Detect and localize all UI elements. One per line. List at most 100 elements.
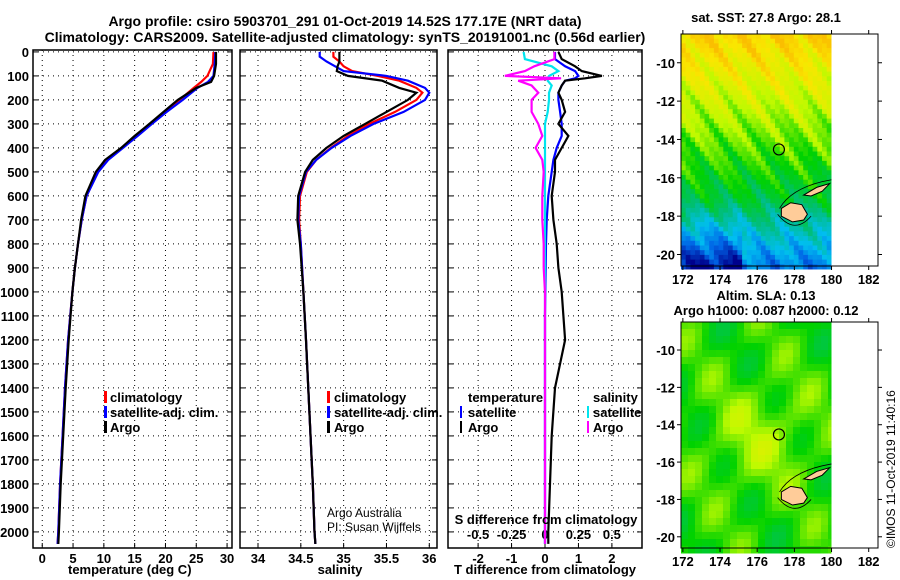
map-cell [685,52,691,58]
map-cell [812,222,818,228]
map-cell [728,48,734,54]
map-cell [803,62,809,68]
map-cell [765,137,771,143]
map-cell [709,448,717,456]
reef-contour [777,463,832,509]
map-cell [775,52,781,58]
map-cell [702,441,710,449]
map-cell [812,165,818,171]
map-cell [821,413,829,421]
map-cell [709,90,715,96]
map-cell [828,385,832,393]
map-cell [695,226,701,232]
map-cell [709,504,717,512]
map-cell [765,364,773,372]
map-cell [681,95,687,101]
map-cell [728,90,734,96]
map-cell [814,322,822,330]
map-cell [746,76,752,82]
map-cell [789,146,795,152]
map-cell [793,109,799,115]
map-cell [779,469,787,477]
map-cell [826,151,832,157]
map-cell [681,329,689,337]
map-cell [716,497,724,505]
map-cell [688,448,696,456]
map-cell [695,406,703,414]
map-cell [793,123,799,129]
map-cell [718,207,724,214]
map-cell [699,132,705,138]
map-cell [798,222,804,228]
map-cell [690,160,696,167]
map-cell [758,357,766,365]
x-tick-label: 1 [575,551,582,566]
map-cell [765,62,771,68]
map-cell [751,34,757,40]
map-cell [803,43,809,49]
map-cell [695,399,703,407]
map-cell [723,81,729,87]
map-cell [789,179,795,185]
map-cell [681,62,687,68]
map-cell [779,539,787,547]
map-cell [765,104,771,110]
map-cell [751,128,757,134]
x-tick-label: 2 [608,551,615,566]
map-cell [737,226,743,232]
map-cell [685,198,691,204]
map-cell [718,175,724,181]
map-cell [744,448,752,456]
map-cell [704,48,710,54]
map-cell [751,43,757,49]
map-cell [765,128,771,134]
map-cell [770,259,776,265]
map-cell [737,142,743,148]
map-cell [751,245,757,251]
map-cell [822,245,828,251]
map-cell [756,76,762,82]
map-cell [765,385,773,393]
map-cell [772,441,780,449]
map-cell [800,413,808,421]
map-cell [770,71,776,77]
y-tick-label: 400 [7,141,29,156]
map-cell [718,217,724,223]
map-cell [699,245,705,251]
y-tick-label: 0 [22,45,29,60]
map-cell [760,132,767,138]
map-cell [793,336,801,344]
map-cell [744,511,752,519]
map-cell [765,57,771,63]
map-cell [793,476,801,484]
map-cell [772,504,780,512]
map-cell [786,392,794,400]
map-cell [744,378,752,386]
map-cell [713,170,720,176]
map-cell [728,85,734,91]
legend-swatch-s-argo [587,421,589,433]
map-cell [713,165,720,171]
map-cell [704,240,710,246]
map-cell [681,175,687,181]
map-cell [793,151,799,157]
map-cell [744,357,752,365]
map-cell [702,504,710,512]
map-cell [812,118,818,124]
map-cell [760,217,767,223]
map-cell [789,71,795,77]
map-cell [812,231,818,237]
map-cell [723,48,729,54]
map-cell [779,236,785,242]
map-cell [709,43,715,49]
map-cell [798,146,804,152]
map-cell [760,240,767,246]
map-cell [770,222,776,228]
map-cell [718,146,724,152]
map-cell [826,254,832,261]
map-cell [779,222,785,228]
map-cell [709,198,715,204]
map-cell [718,160,724,167]
map-cell [713,156,720,162]
map-cell [688,504,696,512]
